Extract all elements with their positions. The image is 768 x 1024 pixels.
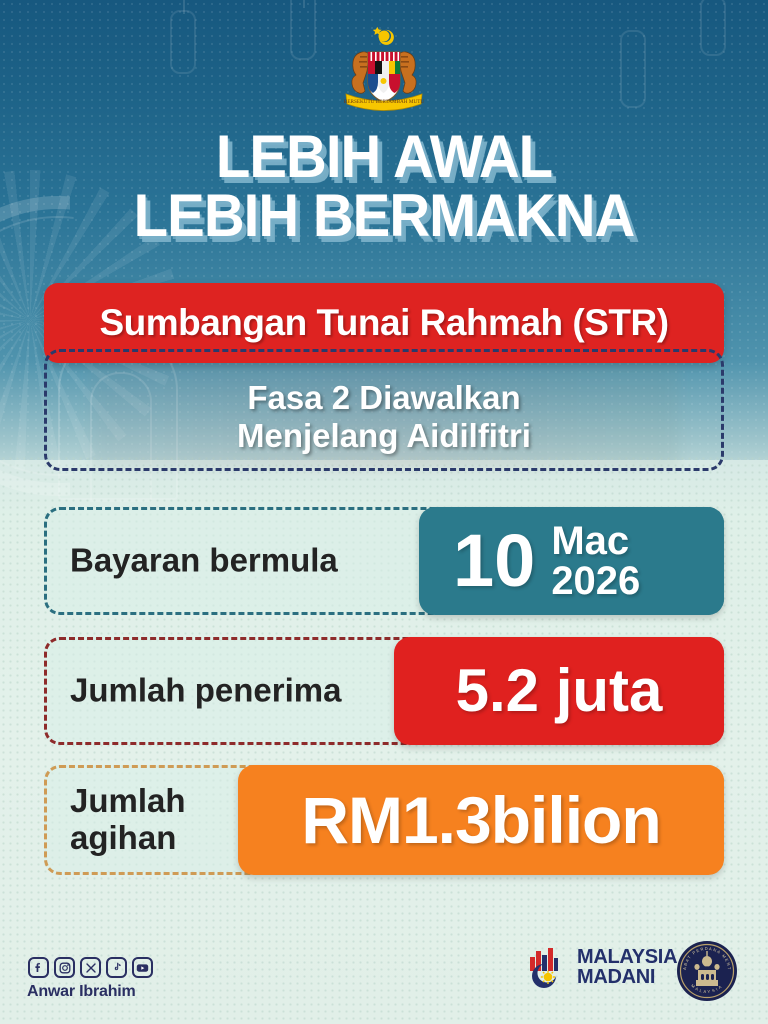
stat-value-allocation: RM1.3bilion: [238, 765, 724, 875]
facebook-icon[interactable]: [28, 957, 49, 978]
x-icon[interactable]: [80, 957, 101, 978]
subtitle-line-1: Fasa 2 Diawalkan: [247, 378, 521, 416]
prime-minister-office-seal-icon: PEJABAT PERDANA MENTERI MALAYSIA: [676, 940, 737, 1001]
background-photo-overlay: [90, 360, 680, 470]
madani-line-2: MADANI: [577, 966, 656, 988]
stat-row-recipients: Jumlah penerima 5.2 juta: [44, 637, 724, 745]
lantern-string: [183, 0, 185, 14]
allocation-label-line-2: agihan: [70, 819, 177, 856]
payment-day-number: 10: [453, 518, 536, 602]
headline-line-1: LEBIH AWAL: [215, 123, 553, 190]
headline-line-2: LEBIH BERMAKNA: [133, 181, 636, 249]
stat-label-recipients: Jumlah penerima: [70, 671, 342, 709]
madani-line-1: MALAYSIA: [577, 946, 678, 968]
stat-label-payment-date: Bayaran bermula: [70, 541, 338, 579]
allocation-label-line-1: Jumlah: [70, 782, 186, 820]
malaysia-madani-mark-icon: [530, 948, 558, 988]
tiktok-icon[interactable]: [106, 957, 127, 978]
headline: LEBIH AWAL LEBIH BERMAKNA: [0, 123, 768, 249]
allocation-amount: RM1.3bilion: [301, 782, 661, 857]
youtube-icon[interactable]: [132, 957, 153, 978]
payment-year: 2026: [551, 559, 641, 603]
instagram-icon[interactable]: [54, 957, 75, 978]
malaysia-madani-logo: MALAYSIA MADANI: [522, 944, 678, 990]
program-title-text: Sumbangan Tunai Rahmah (STR): [99, 302, 669, 343]
malaysia-coat-of-arms-icon: BERSEKUTU BERTAMBAH MUTU: [344, 26, 425, 111]
stat-row-allocation: Jumlah agihan RM1.3bilion: [44, 765, 724, 875]
stat-value-recipients: 5.2 juta: [394, 637, 724, 745]
svg-text:BERSEKUTU BERTAMBAH MUTU: BERSEKUTU BERTAMBAH MUTU: [344, 99, 425, 105]
lantern-string: [303, 0, 305, 8]
subtitle-box: Fasa 2 Diawalkan Menjelang Aidilfitri: [44, 349, 724, 471]
payment-month: Mac: [551, 519, 630, 563]
account-handle: Anwar Ibrahim: [27, 983, 136, 1000]
stat-row-payment-date: Bayaran bermula 10 Mac 2026: [44, 507, 724, 615]
social-links[interactable]: [28, 957, 153, 978]
stat-label-allocation: Jumlah agihan: [70, 782, 186, 857]
subtitle-line-2: Menjelang Aidilfitri: [237, 417, 531, 454]
recipients-count: 5.2 juta: [455, 657, 663, 725]
stat-value-payment-date: 10 Mac 2026: [419, 507, 724, 615]
malaysia-madani-text: MALAYSIA MADANI: [577, 946, 678, 988]
payment-month-year: Mac 2026: [551, 521, 640, 601]
